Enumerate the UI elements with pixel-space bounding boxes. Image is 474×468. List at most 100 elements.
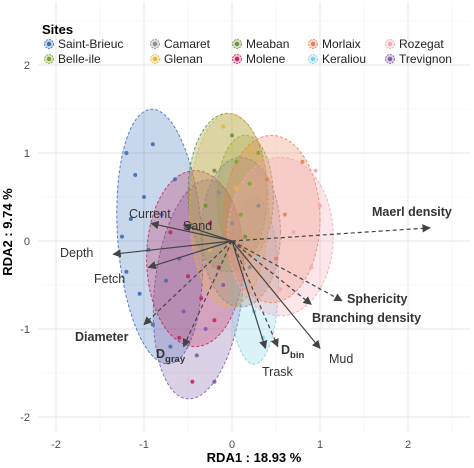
vector-label-dgray: Dgray: [156, 347, 186, 365]
point-saint-brieuc: [150, 142, 155, 147]
point-belle-ile: [234, 159, 239, 164]
point-trevignon: [194, 353, 199, 358]
ellipse-trevignon: [152, 179, 245, 400]
point-rozegat: [309, 265, 314, 270]
point-rozegat: [291, 230, 296, 235]
vector-label-sphericity: Sphericity: [347, 292, 407, 306]
ellipse-camaret: [200, 156, 281, 308]
vector-maerl-density: [231, 224, 431, 242]
legend-label-trevignon: Trevignon: [399, 52, 452, 66]
legend-dot-meaban: [234, 41, 240, 47]
point-keraliou: [256, 256, 261, 261]
y-tick-label: -1: [20, 324, 30, 336]
vector-label-mud: Mud: [329, 352, 353, 366]
point-saint-brieuc: [124, 151, 129, 155]
vector-depth: [112, 240, 233, 258]
point-molene: [177, 335, 182, 340]
site-ellipses: [116, 108, 334, 400]
point-morlaix: [274, 256, 278, 261]
point-molene: [212, 318, 217, 323]
vector-label-current: Current: [129, 207, 171, 221]
legend-dot-belle-ile: [46, 56, 52, 62]
ellipse-morlaix: [222, 134, 321, 304]
point-glenan: [221, 124, 226, 129]
point-saint-brieuc: [124, 269, 129, 274]
point-saint-brieuc: [142, 195, 146, 199]
sample-points: [120, 124, 322, 384]
legend-title: Sites: [42, 22, 73, 37]
x-axis-title: RDA1 : 18.93 %: [207, 450, 302, 465]
point-rozegat: [278, 287, 283, 292]
legend-dot-morlaix: [310, 41, 316, 47]
point-morlaix: [282, 212, 287, 217]
y-tick-label: -2: [20, 412, 30, 424]
y-axis-title: RDA2 : 9.74 %: [0, 188, 15, 276]
vector-label-trask: Trask: [262, 365, 294, 379]
point-saint-brieuc: [168, 344, 173, 349]
point-molene: [199, 296, 204, 301]
point-camaret: [247, 265, 252, 270]
legend-dot-keraliou: [310, 56, 316, 62]
point-molene: [186, 274, 190, 279]
point-rozegat: [313, 168, 318, 173]
y-tick-label: 1: [24, 148, 30, 160]
legend-label-molene: Molene: [246, 52, 286, 66]
point-trevignon: [221, 283, 226, 287]
point-morlaix: [265, 177, 270, 182]
vector-branching-density: [231, 240, 312, 305]
vector-trask: [231, 240, 268, 350]
x-tick-label: 1: [317, 439, 323, 451]
ellipse-glenan: [189, 112, 270, 308]
ellipse-rozegat: [227, 156, 334, 317]
x-tick-label: 0: [229, 439, 235, 451]
point-glenan: [247, 146, 252, 151]
point-belle-ile: [256, 151, 261, 155]
legend-label-belle-ile: Belle-ile: [58, 52, 101, 66]
legend-dot-camaret: [152, 41, 158, 47]
ellipse-meaban: [187, 112, 268, 273]
point-camaret: [230, 221, 234, 226]
vector-label-branching-density: Branching density: [312, 311, 421, 325]
point-molene: [168, 230, 173, 235]
x-tick-label: -2: [51, 439, 61, 451]
point-meaban: [212, 168, 217, 173]
legend-label-morlaix: Morlaix: [322, 37, 361, 51]
point-saint-brieuc: [172, 177, 177, 182]
vector-sand: [182, 223, 233, 242]
vector-fetch: [147, 240, 233, 270]
point-saint-brieuc: [133, 173, 138, 177]
point-saint-brieuc: [120, 234, 124, 239]
vector-dbin: [231, 240, 279, 348]
legend-dot-saint-brieuc: [46, 41, 52, 47]
point-camaret: [256, 203, 261, 208]
point-saint-brieuc: [159, 212, 164, 217]
legend-label-meaban: Meaban: [246, 37, 289, 51]
x-tick-label: -1: [139, 439, 149, 451]
legend-label-keraliou: Keraliou: [322, 52, 366, 66]
point-saint-brieuc: [137, 291, 142, 296]
point-meaban: [203, 203, 208, 208]
point-molene: [208, 221, 212, 226]
y-tick-label: 2: [24, 60, 30, 72]
grid-lines: [38, 2, 470, 432]
legend-label-rozegat: Rozegat: [399, 37, 444, 51]
loading-vectors: Maerl density Sphericity Branching density…: [60, 205, 452, 379]
vector-label-sand: Sand: [183, 219, 212, 233]
vector-mud: [231, 240, 321, 350]
ellipse-molene: [146, 170, 244, 348]
vector-current: [150, 220, 233, 242]
point-trevignon: [203, 327, 208, 331]
point-saint-brieuc: [128, 217, 133, 221]
point-trevignon: [181, 309, 186, 314]
point-saint-brieuc: [150, 322, 155, 327]
legend-dot-molene: [234, 56, 240, 62]
point-belle-ile: [238, 212, 243, 217]
vector-label-diameter: Diameter: [75, 330, 129, 344]
point-molene: [190, 379, 195, 384]
point-saint-brieuc: [164, 278, 168, 283]
legend-label-glenan: Glenan: [164, 52, 203, 66]
plot-panel: [38, 2, 470, 432]
